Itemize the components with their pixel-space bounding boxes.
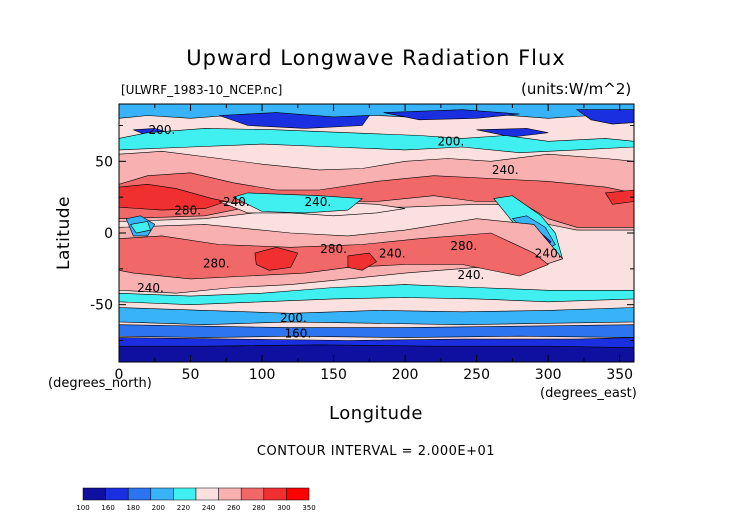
colorbar-label-260: 260 [227, 504, 240, 512]
units-label: (units:W/m^2) [521, 80, 632, 98]
x-tick-label-350: 350 [606, 367, 633, 383]
x-axis-unit: (degrees_east) [540, 386, 637, 401]
colorbar-swatch-8 [263, 487, 287, 501]
contour-region-26 [119, 337, 634, 349]
colorbar-swatch-0 [82, 487, 106, 501]
x-tick-label-300: 300 [535, 367, 562, 383]
contour-region-10 [119, 183, 228, 211]
chart-title: Upward Longwave Radiation Flux [186, 46, 566, 70]
contour-interval-text: CONTOUR INTERVAL = 2.000E+01 [256, 444, 496, 459]
contour-label-14: 160. [284, 327, 311, 341]
contour-label-10: 240. [458, 268, 485, 282]
colorbar-swatch-3 [150, 487, 174, 501]
contour-region-20 [347, 252, 377, 271]
y-tick-label-0: 0 [104, 226, 113, 242]
contour-region-25 [119, 324, 634, 338]
colorbar-swatch-2 [127, 487, 152, 501]
x-tick-label-150: 150 [320, 367, 347, 383]
colorbar-label-220: 220 [177, 504, 190, 512]
colorbar-label-200: 200 [152, 504, 165, 512]
contour-region-16 [604, 189, 634, 205]
colorbar-swatch-1 [105, 487, 129, 501]
colorbar-label-350: 350 [302, 504, 315, 512]
contour-label-6: 280. [450, 239, 477, 253]
x-axis-label: Longitude [328, 403, 424, 424]
x-tick-label-100: 100 [249, 367, 276, 383]
colorbar-swatch-6 [218, 487, 242, 501]
contour-label-12: 240. [137, 281, 164, 295]
colorbar-label-240: 240 [202, 504, 215, 512]
contour-label-13: 200. [280, 311, 307, 325]
y-tick-label-50: 50 [95, 154, 113, 170]
contour-region-12 [232, 192, 363, 214]
x-tick-label-0: 0 [115, 367, 124, 383]
contour-region-7 [119, 128, 634, 154]
dataset-filename: [ULWRF_1983-10_NCEP.nc] [121, 83, 283, 97]
contour-label-7: 240. [379, 246, 406, 260]
contour-label-11: 240. [535, 246, 562, 260]
colorbar-label-180: 180 [127, 504, 140, 512]
contour-label-8: 280. [320, 242, 347, 256]
contour-region-5 [476, 128, 549, 138]
colorbar-swatch-7 [240, 487, 265, 501]
x-tick-label-250: 250 [463, 367, 490, 383]
plot-area: 200. 200. 240. 280. 240. 240. 280. 240. 280. 280.… [119, 104, 634, 362]
contour-region-6 [383, 109, 520, 121]
contour-region-19 [254, 246, 299, 271]
contour-region-23 [119, 284, 634, 306]
axes: 0 50 100 150 200 250 300 350 -50 0 50 [90, 103, 635, 383]
colorbar-swatch-5 [195, 487, 219, 501]
contour-region-18 [119, 232, 549, 280]
colorbar-label-160: 160 [101, 504, 114, 512]
contour-label-0: 200. [149, 123, 176, 137]
contour-region-22 [129, 221, 151, 234]
x-tick-label-200: 200 [392, 367, 419, 383]
contour-region-24 [119, 307, 634, 326]
colorbar-swatch-4 [173, 487, 197, 501]
y-axis-unit: (degrees_north) [48, 376, 152, 391]
colorbar-label-300: 300 [277, 504, 290, 512]
colorbar-label-280: 280 [252, 504, 265, 512]
y-tick-label--50: -50 [90, 298, 113, 314]
contour-label-2: 240. [492, 163, 519, 177]
contour-label-5: 240. [304, 195, 331, 209]
colorbar-swatch-9 [286, 487, 310, 501]
contour-label-3: 280. [174, 203, 201, 217]
contour-region-3 [575, 109, 634, 125]
contour-label-1: 200. [438, 135, 465, 149]
x-tick-label-50: 50 [182, 367, 200, 383]
contour-label-4: 240. [223, 195, 250, 209]
contour-region-2 [219, 112, 370, 129]
colorbar-label-100: 100 [76, 504, 89, 512]
colorbar: 100 160 180 200 220 240 260 280 300 350 [76, 487, 316, 512]
contour-label-9: 280. [203, 256, 230, 270]
